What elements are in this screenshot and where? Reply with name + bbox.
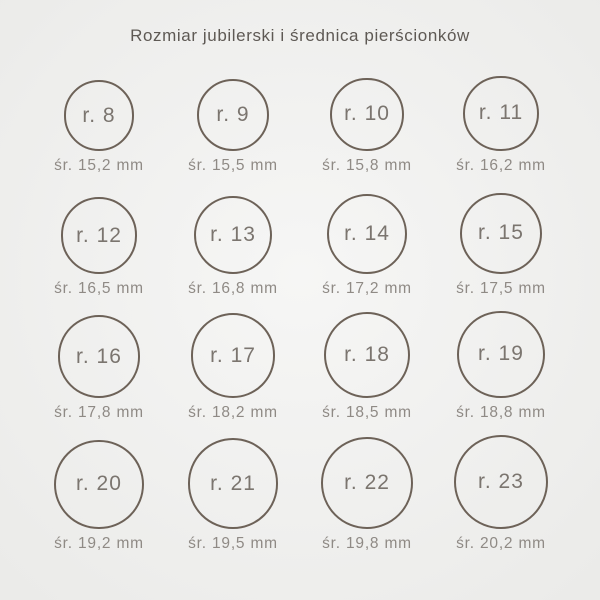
ring-circle: r. 13 bbox=[193, 195, 273, 274]
ring-size-cell: r. 20 śr. 19,2 mm bbox=[32, 439, 166, 578]
ring-size-label: r. 13 bbox=[210, 222, 256, 246]
ring-size-grid: r. 8 śr. 15,2 mm r. 9 śr. 15,5 mm r. 10 śr. 1… bbox=[32, 75, 568, 578]
ring-circle: r. 23 bbox=[454, 435, 548, 529]
ring-diameter-label: śr. 20,2 mm bbox=[456, 535, 546, 552]
ring-size-cell: r. 11 śr. 16,2 mm bbox=[434, 75, 568, 200]
ring-size-label: r. 9 bbox=[216, 102, 250, 126]
ring-circle: r. 8 bbox=[63, 80, 135, 151]
ring-size-cell: r. 8 śr. 15,2 mm bbox=[32, 78, 166, 200]
ring-diameter-label: śr. 17,8 mm bbox=[54, 404, 144, 421]
ring-size-cell: r. 12 śr. 16,5 mm bbox=[32, 197, 166, 323]
ring-diameter-label: śr. 19,8 mm bbox=[322, 535, 412, 552]
ring-size-label: r. 22 bbox=[344, 470, 390, 494]
ring-circle: r. 15 bbox=[460, 192, 542, 274]
ring-diameter-label: śr. 18,2 mm bbox=[188, 404, 278, 421]
ring-size-cell: r. 18 śr. 18,5 mm bbox=[300, 312, 434, 447]
ring-size-cell: r. 14 śr. 17,2 mm bbox=[300, 194, 434, 323]
ring-diameter-label: śr. 17,5 mm bbox=[456, 280, 546, 297]
ring-circle: r. 21 bbox=[187, 438, 279, 529]
ring-size-cell: r. 19 śr. 18,8 mm bbox=[434, 310, 568, 447]
ring-size-label: r. 18 bbox=[344, 343, 390, 366]
ring-size-label: r. 20 bbox=[76, 472, 122, 496]
ring-size-label: r. 17 bbox=[210, 343, 256, 367]
ring-circle: r. 10 bbox=[330, 77, 404, 151]
ring-circle: r. 11 bbox=[463, 75, 539, 151]
ring-size-label: r. 21 bbox=[210, 471, 256, 495]
ring-size-cell: r. 22 śr. 19,8 mm bbox=[300, 436, 434, 578]
page-title: Rozmiar jubilerski i średnica pierścionk… bbox=[130, 26, 470, 45]
ring-circle: r. 14 bbox=[327, 194, 407, 274]
ring-size-cell: r. 9 śr. 15,5 mm bbox=[166, 78, 300, 200]
ring-size-cell: r. 21 śr. 19,5 mm bbox=[166, 438, 300, 578]
ring-circle: r. 16 bbox=[57, 315, 141, 398]
ring-diameter-label: śr. 17,2 mm bbox=[322, 280, 412, 297]
ring-circle: r. 20 bbox=[54, 439, 144, 529]
ring-diameter-label: śr. 18,8 mm bbox=[456, 404, 546, 421]
ring-size-cell: r. 10 śr. 15,8 mm bbox=[300, 77, 434, 200]
ring-size-cell: r. 23 śr. 20,2 mm bbox=[434, 435, 568, 578]
ring-size-label: r. 11 bbox=[478, 101, 524, 125]
ring-size-cell: r. 15 śr. 17,5 mm bbox=[434, 192, 568, 323]
ring-size-cell: r. 13 śr. 16,8 mm bbox=[166, 195, 300, 323]
ring-size-label: r. 15 bbox=[478, 221, 524, 245]
ring-circle: r. 12 bbox=[60, 197, 138, 274]
ring-diameter-label: śr. 15,5 mm bbox=[188, 157, 278, 174]
ring-size-label: r. 19 bbox=[478, 342, 524, 366]
ring-diameter-label: śr. 19,2 mm bbox=[54, 535, 144, 552]
ring-diameter-label: śr. 16,2 mm bbox=[456, 157, 546, 174]
ring-size-label: r. 14 bbox=[344, 222, 390, 245]
ring-circle: r. 22 bbox=[320, 436, 414, 529]
ring-circle: r. 9 bbox=[196, 78, 270, 151]
ring-circle: r. 18 bbox=[324, 312, 410, 398]
ring-circle: r. 19 bbox=[457, 310, 545, 398]
ring-diameter-label: śr. 15,2 mm bbox=[54, 157, 144, 174]
ring-diameter-label: śr. 16,8 mm bbox=[188, 280, 278, 297]
ring-circle: r. 17 bbox=[190, 313, 276, 398]
ring-diameter-label: śr. 16,5 mm bbox=[54, 280, 144, 297]
ring-size-label: r. 8 bbox=[82, 103, 116, 127]
ring-size-label: r. 16 bbox=[76, 344, 122, 368]
ring-diameter-label: śr. 19,5 mm bbox=[188, 535, 278, 552]
ring-size-cell: r. 17 śr. 18,2 mm bbox=[166, 313, 300, 447]
ring-size-label: r. 10 bbox=[344, 102, 390, 126]
ring-diameter-label: śr. 18,5 mm bbox=[322, 404, 412, 421]
ring-size-label: r. 12 bbox=[76, 223, 122, 247]
ring-size-label: r. 23 bbox=[478, 470, 524, 494]
ring-diameter-label: śr. 15,8 mm bbox=[322, 157, 412, 174]
ring-size-cell: r. 16 śr. 17,8 mm bbox=[32, 315, 166, 447]
